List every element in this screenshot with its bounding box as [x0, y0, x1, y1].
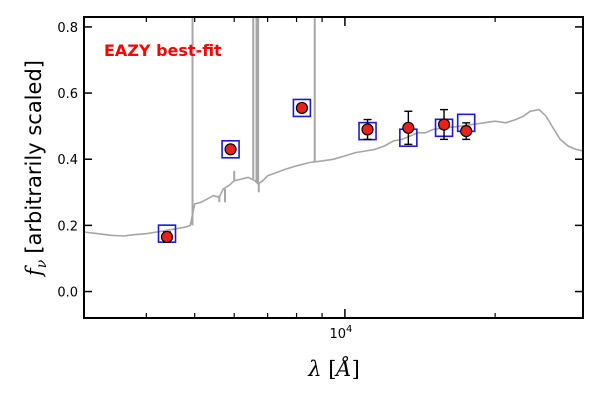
annotation-label: EAZY best-fit [104, 41, 222, 60]
observed-point [437, 118, 451, 131]
observed-point [402, 121, 415, 134]
y-tick-label: 0.6 [57, 87, 78, 102]
observed-point [224, 143, 237, 156]
x-tick-label: 104 [329, 324, 352, 342]
observed-point [361, 123, 374, 136]
y-axis-symbol: f [22, 265, 46, 278]
x-axis-symbol: λ [307, 357, 321, 381]
x-axis-unit-close: ] [352, 357, 360, 381]
plot-area [83, 17, 584, 244]
observed-point [460, 125, 473, 138]
axis-ticks [84, 17, 583, 318]
axis-tick-labels: 0.0 0.2 0.4 0.6 0.8 104 [57, 21, 352, 342]
y-tick-label: 0.2 [57, 219, 78, 234]
model-photometry-box [221, 140, 240, 159]
x-axis-unit-open: [ [322, 357, 337, 381]
observed-photometry-layer [160, 101, 473, 244]
x-axis-label: λ [Å] [307, 356, 360, 381]
template-spectrum-line [83, 108, 584, 237]
model-photometry-box [292, 98, 312, 118]
observed-point [295, 101, 309, 115]
y-axis-subscript: ν [34, 259, 50, 268]
observed-point [160, 230, 174, 244]
x-axis-unit: Å [333, 356, 351, 381]
y-axis-text: [arbitrarily scaled] [22, 60, 46, 254]
y-tick-label: 0.8 [57, 21, 78, 36]
x-tick-label-base: 10 [329, 327, 346, 342]
plot-frame [83, 16, 584, 319]
x-tick-label-exponent: 4 [346, 324, 352, 335]
y-tick-label: 0.4 [57, 153, 78, 168]
y-axis-label: fν [arbitrarily scaled] [22, 60, 50, 278]
y-tick-label: 0.0 [57, 286, 78, 301]
template-spectrum-layer [83, 17, 584, 237]
model-photometry-layer [157, 98, 476, 243]
